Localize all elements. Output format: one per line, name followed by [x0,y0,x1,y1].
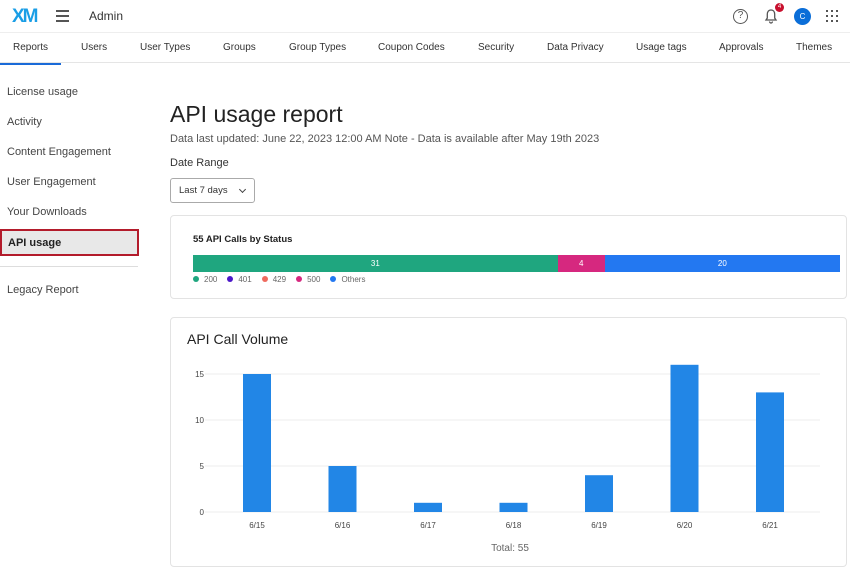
bell-icon[interactable] [764,8,778,24]
x-tick-label: 6/18 [506,521,522,530]
bar[interactable] [499,502,528,512]
sidebar-item-legacy-report[interactable]: Legacy Report [7,284,79,296]
tab-reports[interactable]: Reports [0,42,62,65]
legend-label: Others [341,275,366,284]
status-card [170,215,847,299]
y-tick-label: 10 [195,416,204,425]
sidebar-item-content-engagement[interactable]: Content Engagement [7,146,111,158]
x-tick-label: 6/16 [335,521,351,530]
bar[interactable] [243,374,271,512]
bar[interactable] [585,475,613,512]
sidebar-item-api-usage[interactable]: API usage [0,229,139,256]
status-bar: 31 4 20 [193,255,840,272]
date-range-value: Last 7 days [179,185,228,196]
notification-badge: 4 [775,3,784,12]
tab-data-privacy[interactable]: Data Privacy [547,42,604,53]
tab-groups[interactable]: Groups [223,42,256,53]
legend-dot-icon [193,276,199,282]
chart-total: Total: 55 [491,543,529,554]
x-tick-label: 6/19 [591,521,607,530]
data-updated-note: Data last updated: June 22, 2023 12:00 A… [170,133,600,145]
admin-tabs: Reports Users User Types Groups Group Ty… [0,34,850,65]
legend-item[interactable]: 500 [296,275,320,284]
xm-logo[interactable]: XM [12,6,38,27]
help-icon[interactable]: ? [733,9,748,24]
avatar[interactable]: C [794,8,811,25]
x-tick-label: 6/15 [249,521,265,530]
bar[interactable] [328,466,357,512]
sidebar-item-user-engagement[interactable]: User Engagement [7,176,96,188]
tab-users[interactable]: Users [81,42,108,53]
bar[interactable] [414,502,442,512]
legend-label: 401 [238,275,252,284]
tab-user-types[interactable]: User Types [140,42,191,53]
bar[interactable] [756,392,784,512]
apps-grid-icon[interactable] [826,10,839,22]
top-bar: XM Admin ? 4 C [0,0,850,33]
status-legend: 200 401 429 500 Others [193,275,365,284]
hamburger-menu-icon[interactable] [56,10,69,25]
status-segment[interactable]: 31 [193,255,558,272]
bar[interactable] [670,364,699,512]
legend-label: 200 [204,275,218,284]
tab-coupon-codes[interactable]: Coupon Codes [378,42,445,53]
section-title: Admin [89,9,124,23]
date-range-dropdown[interactable]: Last 7 days [170,178,255,203]
tab-usage-tags[interactable]: Usage tags [636,42,687,53]
legend-item[interactable]: 401 [227,275,252,284]
date-range-label: Date Range [170,157,229,169]
tab-approvals[interactable]: Approvals [719,42,764,53]
x-tick-label: 6/21 [762,521,778,530]
legend-item[interactable]: 200 [193,275,217,284]
legend-label: 429 [272,275,287,284]
sidebar-item-license-usage[interactable]: License usage [7,86,78,98]
legend-item[interactable]: Others [330,275,365,284]
status-segment[interactable]: 4 [557,255,605,272]
legend-dot-icon [330,276,337,282]
legend-label: 500 [307,275,321,284]
legend-dot-icon [296,276,303,282]
tab-themes[interactable]: Themes [796,42,833,53]
y-tick-label: 0 [200,508,205,517]
sidebar-item-activity[interactable]: Activity [7,116,42,128]
page-title: API usage report [170,101,343,127]
x-tick-label: 6/17 [420,521,436,530]
y-tick-label: 15 [195,370,204,379]
divider [0,266,138,267]
sidebar-item-your-downloads[interactable]: Your Downloads [7,206,87,218]
tab-security[interactable]: Security [478,42,515,53]
y-tick-label: 5 [200,462,205,471]
status-title: 55 API Calls by Status [193,234,293,245]
chart-title: API Call Volume [187,331,289,347]
x-tick-label: 6/20 [677,521,693,530]
legend-item[interactable]: 429 [261,275,287,284]
legend-dot-icon [261,276,268,282]
status-segment[interactable]: 20 [604,255,840,272]
tab-group-types[interactable]: Group Types [289,42,347,53]
legend-dot-icon [227,276,234,282]
